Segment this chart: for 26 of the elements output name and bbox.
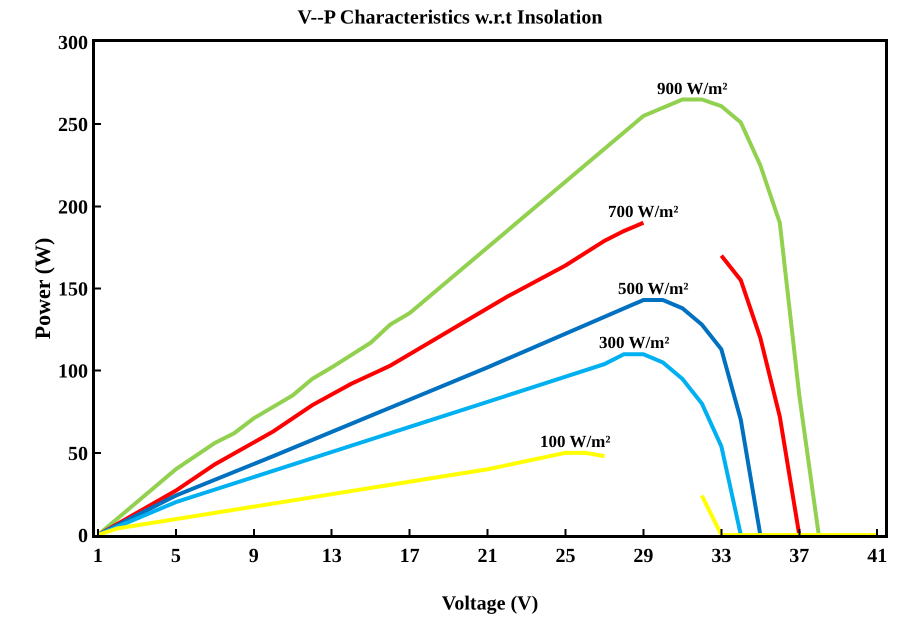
chart-title: V--P Characteristics w.r.t Insolation (298, 6, 602, 28)
x-tick-label: 29 (633, 545, 654, 567)
series-label: 700 W/m² (608, 202, 678, 221)
y-tick-label: 300 (58, 32, 88, 54)
x-tick-label: 21 (478, 545, 498, 567)
x-tick-label: 1 (92, 545, 103, 567)
x-tick-label: 41 (867, 545, 888, 567)
y-tick-label: 250 (58, 114, 88, 136)
x-tick-label: 5 (170, 545, 181, 567)
x-tick-label: 25 (555, 545, 576, 567)
y-tick-label: 150 (58, 278, 88, 300)
x-tick-label: 13 (322, 545, 342, 567)
series-label: 300 W/m² (599, 333, 670, 352)
x-tick-label: 33 (711, 545, 732, 567)
x-tick-label: 9 (248, 545, 259, 567)
x-axis-title: Voltage (V) (442, 592, 538, 614)
series-label: 900 W/m² (657, 79, 728, 98)
y-tick-label: 50 (68, 442, 88, 465)
y-axis-title: Power (W) (30, 238, 55, 340)
x-tick-label: 17 (400, 545, 420, 567)
series-label: 500 W/m² (618, 279, 688, 298)
series-label: 100 W/m² (540, 432, 610, 451)
y-tick-label: 100 (58, 360, 88, 383)
y-tick-label: 200 (58, 196, 88, 218)
y-tick-label: 0 (78, 525, 88, 547)
x-tick-label: 37 (789, 545, 810, 567)
